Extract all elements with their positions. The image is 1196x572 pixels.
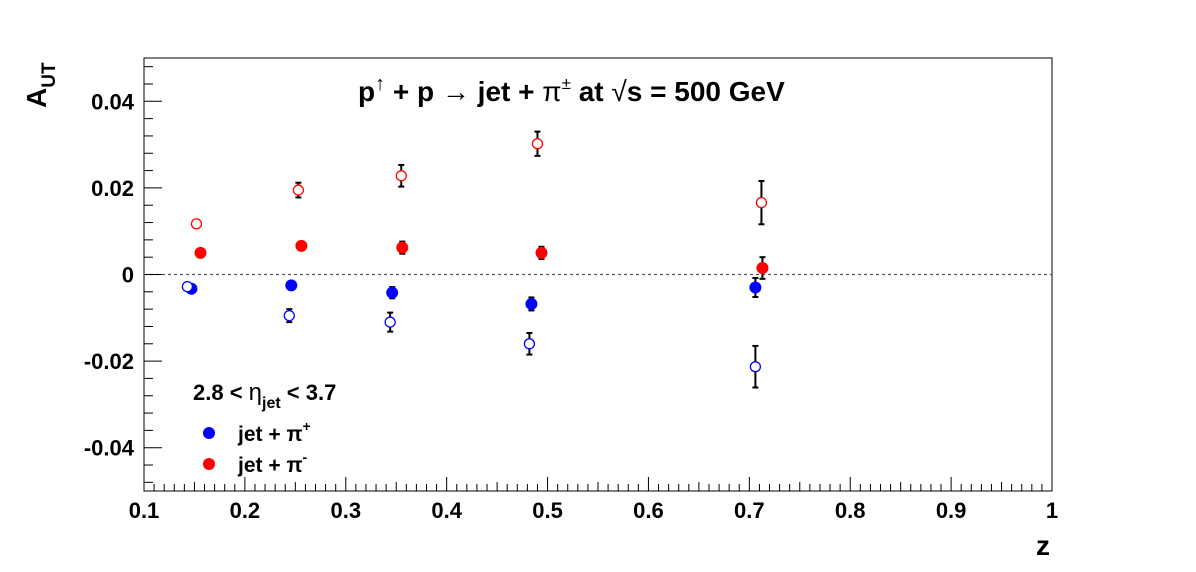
x-tick-label: 1 bbox=[1046, 498, 1058, 523]
open-data-point bbox=[283, 309, 295, 322]
x-tick-label: 0.4 bbox=[431, 498, 462, 523]
legend-marker-pi-plus bbox=[203, 427, 215, 439]
x-tick-label: 0.6 bbox=[633, 498, 664, 523]
filled-data-point bbox=[194, 246, 207, 259]
open-data-point bbox=[531, 138, 544, 150]
filled-data-point bbox=[749, 281, 762, 294]
legend-label-pi-minus: jet + π- bbox=[237, 449, 308, 477]
filled-data-point bbox=[396, 241, 409, 254]
x-tick-label: 0.3 bbox=[330, 498, 361, 523]
filled-data-point bbox=[525, 297, 538, 310]
filled-data-point bbox=[535, 246, 548, 259]
open-data-point bbox=[181, 280, 194, 293]
legend-label-pi-plus: jet + π+ bbox=[237, 418, 311, 446]
filled-data-point bbox=[295, 239, 308, 252]
open-data-point bbox=[749, 361, 762, 373]
filled-data-point bbox=[386, 286, 399, 299]
legend-marker-pi-minus bbox=[203, 458, 215, 470]
open-data-point bbox=[523, 338, 536, 350]
eta-range-annotation: 2.8 < ηjet < 3.7 bbox=[193, 379, 336, 412]
open-data-point bbox=[292, 184, 305, 196]
y-axis-label: AUT bbox=[21, 62, 60, 108]
x-tick-label: 0.2 bbox=[230, 498, 261, 523]
x-tick-label: 0.9 bbox=[936, 498, 967, 523]
x-tick-label: 0.5 bbox=[532, 498, 563, 523]
open-data-point bbox=[384, 316, 396, 328]
x-tick-label: 0.1 bbox=[129, 498, 160, 523]
y-tick-label: -0.02 bbox=[84, 349, 134, 374]
filled-data-point bbox=[756, 262, 769, 275]
y-tick-label: 0.04 bbox=[91, 89, 135, 114]
x-axis-label: z bbox=[1036, 530, 1050, 561]
y-tick-label: -0.04 bbox=[84, 436, 135, 461]
filled-data-point bbox=[285, 279, 298, 292]
open-data-point bbox=[755, 196, 768, 209]
chart-title: p↑ + p → jet + π± at √s = 500 GeV bbox=[358, 73, 785, 107]
x-tick-label: 0.7 bbox=[734, 498, 765, 523]
open-data-point bbox=[395, 170, 407, 182]
y-tick-label: 0 bbox=[122, 263, 134, 288]
open-data-point bbox=[190, 218, 203, 230]
y-tick-label: 0.02 bbox=[91, 176, 134, 201]
legend: jet + π+ jet + π- bbox=[203, 418, 311, 477]
x-tick-label: 0.8 bbox=[835, 498, 866, 523]
